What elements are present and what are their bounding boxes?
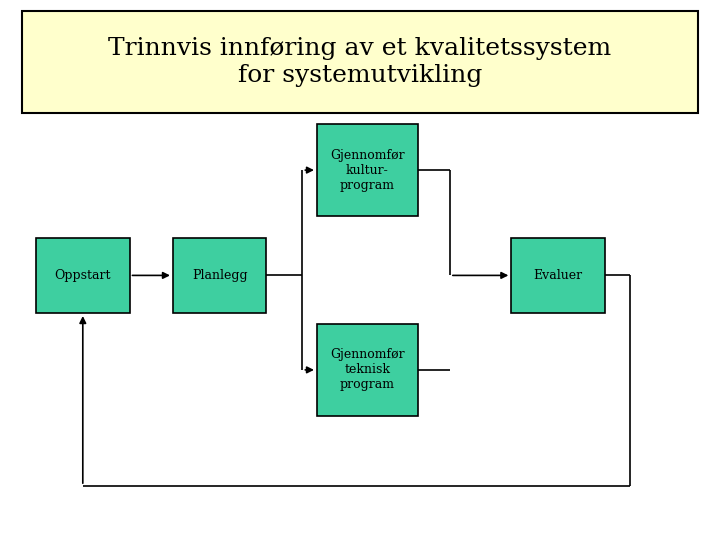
FancyBboxPatch shape (511, 238, 605, 313)
Text: Gjennomfør
kultur-
program: Gjennomfør kultur- program (330, 148, 405, 192)
FancyBboxPatch shape (317, 124, 418, 216)
Text: Oppstart: Oppstart (55, 269, 111, 282)
Text: Evaluer: Evaluer (534, 269, 582, 282)
FancyBboxPatch shape (317, 324, 418, 416)
Text: Gjennomfør
teknisk
program: Gjennomfør teknisk program (330, 348, 405, 392)
FancyBboxPatch shape (173, 238, 266, 313)
Text: Trinnvis innføring av et kvalitetssystem
for systemutvikling: Trinnvis innføring av et kvalitetssystem… (109, 37, 611, 87)
FancyBboxPatch shape (36, 238, 130, 313)
Text: Planlegg: Planlegg (192, 269, 248, 282)
FancyBboxPatch shape (22, 11, 698, 113)
